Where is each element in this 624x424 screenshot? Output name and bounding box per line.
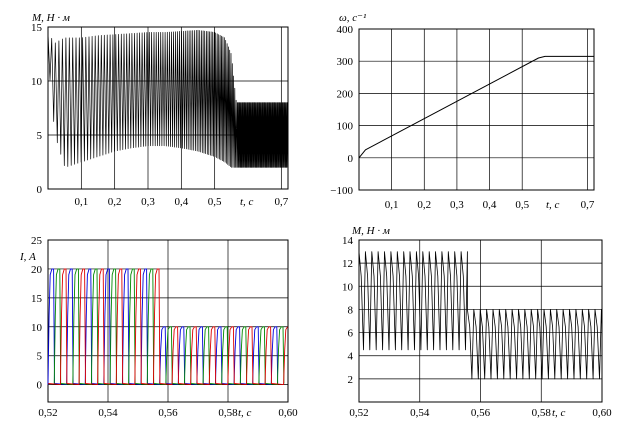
y-tick-label: 14 [342, 235, 354, 247]
torque-chart: 0 5 10 15 0,1 0,2 0,3 0,4 0,5 0,7 M, Н · м t, с [31, 12, 289, 208]
y-tick-label: 0 [37, 380, 43, 392]
x-tick-label: 0,58 [532, 407, 552, 419]
torque-zoom-chart: 2 4 6 8 10 12 14 0,52 0,54 0,56 0,58 0,60 M, Н · м… [342, 225, 612, 419]
y-tick-labels: 2 4 6 8 10 12 14 [342, 235, 354, 386]
x-tick-label: 0,60 [592, 407, 612, 419]
x-tick-label: 0,58 [218, 407, 238, 419]
y-tick-label: 4 [348, 351, 354, 363]
x-tick-label: 0,54 [98, 407, 118, 419]
x-tick-labels: 0,1 0,2 0,3 0,4 0,5 0,7 [74, 196, 288, 208]
x-tick-label: 0,4 [483, 199, 497, 211]
x-axis-label: t, с [552, 407, 566, 419]
series-layer [358, 55, 594, 159]
series-layer [358, 251, 603, 380]
x-tick-labels: 0,1 0,2 0,3 0,4 0,5 0,7 [385, 199, 595, 211]
x-tick-label: 0,7 [581, 199, 595, 211]
y-tick-labels: 0 5 10 15 [31, 22, 43, 196]
x-tick-label: 0,5 [515, 199, 529, 211]
y-tick-label: 5 [37, 351, 43, 363]
current-phase-series [47, 268, 279, 386]
current-chart: 0 5 10 15 20 25 0,52 0,54 0,56 0,58 0,60 I, А t, … [19, 235, 298, 419]
x-tick-label: 0,4 [174, 196, 188, 208]
x-tick-label: 0,60 [278, 407, 298, 419]
plot-frame [47, 26, 289, 190]
y-tick-label: 0 [348, 153, 354, 165]
chart-title: I, А [19, 251, 36, 263]
x-tick-label: 0,56 [471, 407, 491, 419]
current-phase-series [48, 268, 288, 386]
x-tick-label: 0,54 [410, 407, 430, 419]
x-tick-labels: 0,52 0,54 0,56 0,58 0,60 [38, 407, 298, 419]
x-tick-label: 0,3 [141, 196, 155, 208]
x-tick-label: 0,2 [108, 196, 122, 208]
y-tick-labels: −100 0 100 200 300 400 [330, 24, 353, 197]
y-tick-label: 300 [337, 56, 354, 68]
y-tick-label: 2 [348, 374, 354, 386]
y-tick-label: 200 [337, 88, 354, 100]
x-tick-label: 0,2 [417, 199, 431, 211]
x-tick-labels: 0,52 0,54 0,56 0,58 0,60 [349, 407, 612, 419]
torque-series [47, 29, 289, 168]
series-layer [47, 29, 289, 168]
y-tick-label: 6 [348, 328, 354, 340]
chart-title: ω, с⁻¹ [339, 12, 366, 24]
y-tick-label: 10 [342, 281, 354, 293]
series-layer [47, 268, 288, 386]
x-tick-label: 0,7 [274, 196, 288, 208]
y-tick-label: 15 [31, 293, 43, 305]
y-tick-labels: 0 5 10 15 20 25 [31, 235, 43, 392]
y-tick-label: 25 [31, 235, 43, 247]
speed-chart: −100 0 100 200 300 400 0,1 0,2 0,3 0,4 0,5 0,7 ω, … [330, 12, 595, 211]
x-tick-label: 0,52 [349, 407, 368, 419]
y-tick-label: 400 [337, 24, 354, 36]
x-tick-label: 0,5 [208, 196, 222, 208]
y-tick-label: 12 [342, 258, 353, 270]
chart-title: M, Н · м [351, 225, 390, 237]
y-tick-label: 20 [31, 264, 43, 276]
x-tick-label: 0,1 [74, 196, 88, 208]
gridlines [359, 240, 602, 402]
plot-frame [358, 28, 595, 191]
chart-title: M, Н · м [31, 12, 70, 24]
x-axis-label: t, с [240, 196, 254, 208]
y-tick-label: 100 [337, 121, 354, 133]
x-axis-label: t, с [546, 199, 560, 211]
y-tick-label: 8 [348, 304, 354, 316]
y-tick-label: −100 [330, 185, 353, 197]
current-phase-series [53, 268, 285, 386]
x-tick-label: 0,3 [450, 199, 464, 211]
x-tick-label: 0,52 [38, 407, 57, 419]
speed-series [358, 55, 594, 159]
y-tick-label: 15 [31, 22, 43, 34]
y-tick-label: 10 [31, 322, 43, 334]
y-tick-label: 0 [37, 184, 43, 196]
gridlines [48, 240, 288, 402]
y-tick-label: 5 [37, 130, 43, 142]
y-tick-label: 10 [31, 76, 43, 88]
x-tick-label: 0,1 [385, 199, 399, 211]
x-tick-label: 0,56 [158, 407, 178, 419]
torque-zoom-series [358, 251, 603, 380]
x-axis-label: t, с [238, 407, 252, 419]
gridlines [359, 29, 594, 190]
